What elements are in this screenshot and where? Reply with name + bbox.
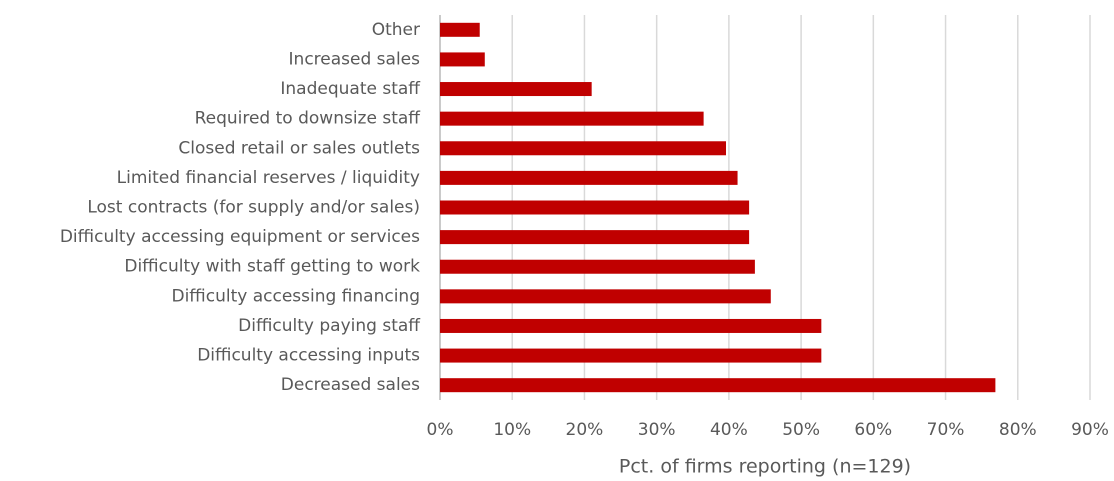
bar	[440, 318, 822, 333]
y-tick-label: Difficulty paying staff	[238, 316, 421, 336]
y-tick-label: Lost contracts (for supply and/or sales)	[87, 198, 420, 218]
x-tick-label: 70%	[927, 420, 965, 440]
x-tick-label: 60%	[854, 420, 892, 440]
x-tick-label: 40%	[710, 420, 748, 440]
x-tick-label: 90%	[1071, 420, 1109, 440]
bar	[440, 170, 738, 185]
bar	[440, 200, 750, 215]
x-tick-label: 10%	[493, 420, 531, 440]
bar	[440, 111, 704, 126]
x-tick-label: 80%	[999, 420, 1037, 440]
x-axis-title: Pct. of firms reporting (n=129)	[619, 456, 911, 478]
y-tick-label: Limited financial reserves / liquidity	[117, 168, 420, 188]
y-tick-label: Decreased sales	[281, 375, 420, 395]
x-tick-label: 0%	[427, 420, 454, 440]
y-tick-label: Closed retail or sales outlets	[178, 138, 420, 158]
bar	[440, 378, 996, 393]
bar	[440, 348, 822, 363]
x-tick-label: 20%	[566, 420, 604, 440]
y-tick-label: Inadequate staff	[280, 79, 421, 99]
y-tick-label: Difficulty accessing equipment or servic…	[60, 227, 420, 247]
bar	[440, 82, 592, 97]
bar	[440, 52, 485, 67]
x-tick-label: 50%	[782, 420, 820, 440]
y-tick-label: Difficulty accessing inputs	[197, 346, 420, 366]
x-tick-label: 30%	[638, 420, 676, 440]
bar	[440, 141, 726, 156]
bar	[440, 289, 771, 304]
bar	[440, 259, 755, 274]
y-tick-label: Required to downsize staff	[195, 109, 422, 129]
bar	[440, 230, 750, 245]
y-tick-label: Difficulty accessing financing	[171, 286, 420, 306]
bar	[440, 22, 480, 37]
y-tick-label: Difficulty with staff getting to work	[124, 257, 420, 277]
y-tick-label: Increased sales	[289, 49, 421, 69]
y-tick-label: Other	[372, 20, 420, 40]
